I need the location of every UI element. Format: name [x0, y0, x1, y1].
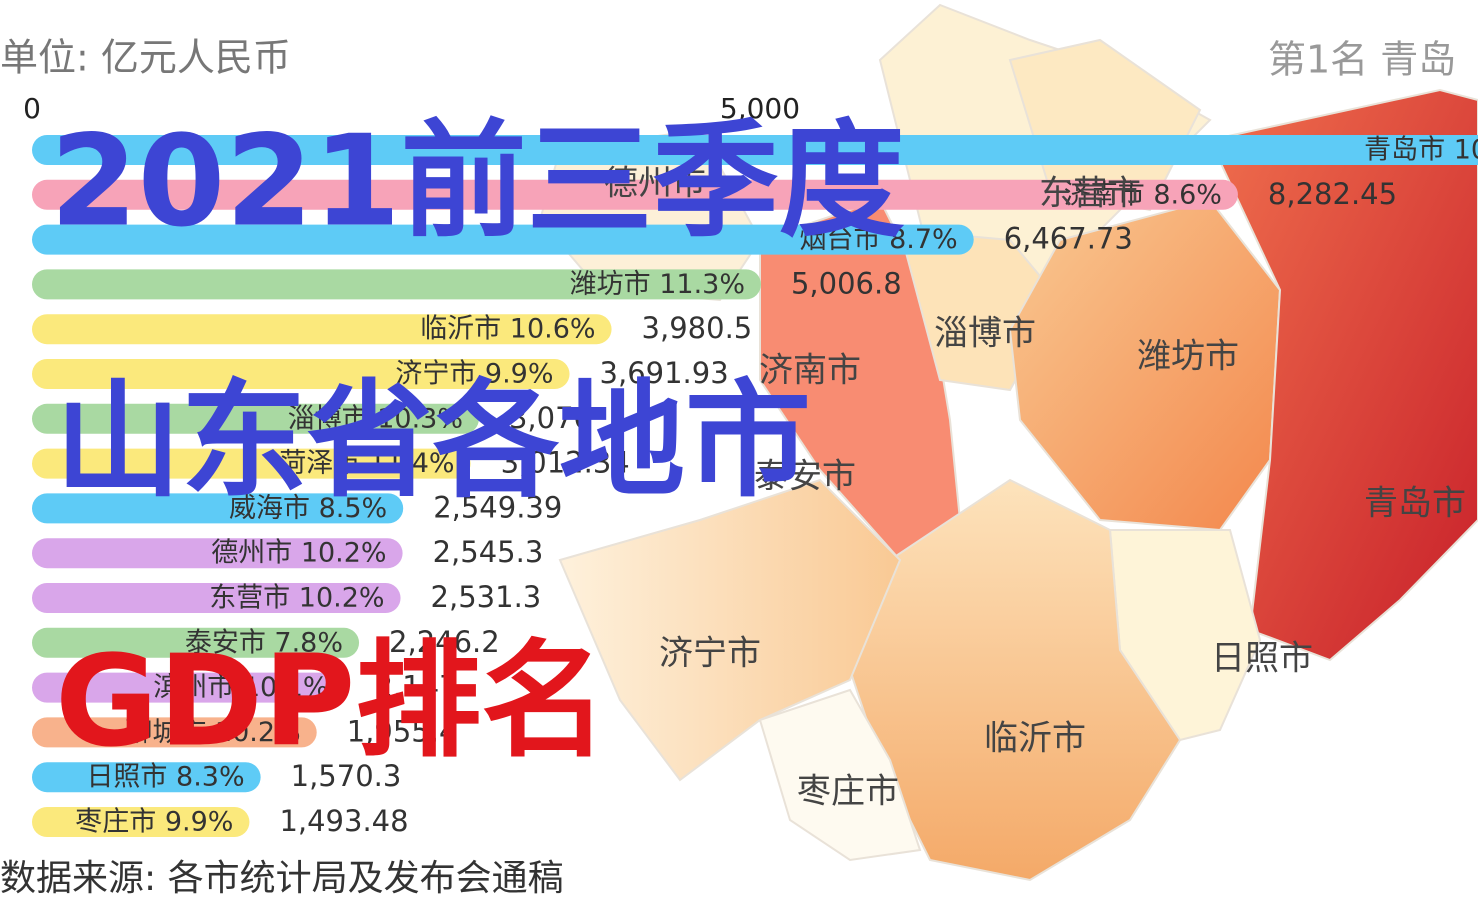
bar	[32, 762, 261, 793]
map-label: 泰安市	[754, 457, 856, 497]
map-label: 青岛市	[1364, 484, 1466, 524]
map-region	[1208, 88, 1478, 662]
bar	[32, 314, 612, 345]
unit-label: 单位: 亿元人民币	[0, 36, 291, 80]
value-label: 6,467.73	[1004, 222, 1133, 256]
map-region	[538, 128, 762, 302]
value-label: 1,955.4	[347, 714, 458, 748]
leader-label: 第1名 青岛	[1268, 38, 1456, 82]
map-label: 临沂市	[984, 719, 1086, 759]
bar	[32, 717, 317, 748]
value-label: 3,980.5	[642, 311, 753, 345]
bar-label: 枣庄市 9.9%	[75, 807, 233, 838]
bar-label: 淄博市 10.3%	[288, 403, 463, 434]
value-label: 1,570.3	[291, 759, 402, 793]
bar	[32, 135, 1478, 165]
map	[538, 3, 1478, 882]
overlay-title: 2021前三季度	[50, 108, 905, 255]
x-tick-label: 0	[23, 92, 41, 125]
map-label: 济宁市	[659, 634, 761, 674]
map-region	[558, 478, 902, 782]
bar-label: 滨州市 10.1%	[153, 672, 328, 703]
bar-label: 济南市 8.6%	[1064, 179, 1222, 210]
bar-label: 烟台市 8.7%	[800, 224, 958, 255]
value-label: 1,493.48	[279, 804, 408, 838]
bar-label: 德州市 10.2%	[211, 538, 386, 569]
bar-label: 潍坊市 11.3%	[570, 269, 745, 300]
value-label: 3,070	[509, 401, 592, 435]
bar	[32, 403, 479, 434]
bar-label: 临沂市 10.6%	[420, 314, 595, 345]
bar	[32, 627, 360, 658]
map-label: 潍坊市	[1137, 337, 1239, 377]
bar	[32, 359, 570, 389]
bar	[32, 224, 974, 255]
source-label: 数据来源: 各市统计局及发布会通稿	[0, 858, 564, 899]
map-region	[758, 688, 922, 862]
bar-label: 青岛市 10.7%	[1364, 135, 1478, 166]
value-label: 2,549.39	[433, 490, 562, 524]
map-label: 东营市	[1039, 174, 1141, 214]
value-label: 2,545.3	[433, 535, 544, 569]
value-label: 8,282.45	[1268, 177, 1397, 211]
bar	[32, 448, 471, 479]
bar-label: 聊城市 10.2%	[125, 717, 300, 748]
value-label: 5,006.8	[791, 266, 902, 300]
bar	[32, 269, 761, 300]
bar-label: 菏泽市 11.4%	[279, 448, 454, 479]
value-label: 3,012.34	[501, 446, 630, 480]
value-label: 3,691.93	[600, 356, 729, 390]
x-tick-label: 5,000	[720, 92, 800, 125]
value-label: 2,531.3	[431, 580, 542, 614]
value-label: 2,246.2	[389, 625, 500, 659]
bar	[32, 493, 404, 524]
bar-label: 济宁市 9.9%	[395, 359, 553, 390]
overlay-title: GDP排名	[55, 628, 607, 775]
value-label: 2,147	[375, 670, 458, 704]
map-label: 枣庄市	[797, 772, 899, 812]
bar-label: 威海市 8.5%	[229, 493, 387, 524]
bar	[32, 538, 403, 569]
bar-label: 东营市 10.2%	[209, 583, 384, 614]
bar	[32, 179, 1238, 210]
overlay-title: 山东省各地市	[55, 368, 811, 515]
bar	[32, 583, 401, 613]
map-label: 济南市	[759, 351, 861, 391]
map-label: 德州市	[604, 164, 706, 204]
bar-label: 日照市 8.3%	[86, 762, 244, 793]
bar	[32, 672, 345, 703]
bar	[32, 807, 250, 837]
bar-label: 泰安市 7.8%	[185, 627, 343, 658]
map-label: 淄博市	[934, 314, 1036, 354]
map-label: 日照市	[1211, 639, 1313, 679]
